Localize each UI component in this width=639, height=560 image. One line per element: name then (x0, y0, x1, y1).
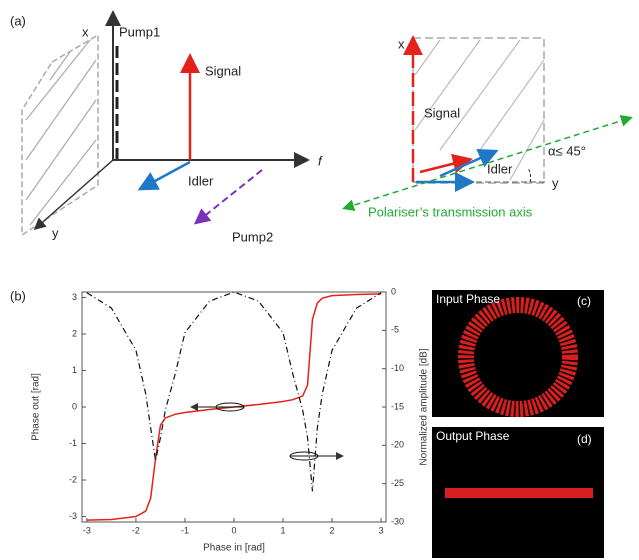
y2-tick-label: 0 (391, 286, 396, 296)
y2-tick-label: -20 (391, 440, 404, 450)
panel-title: Output Phase (436, 429, 510, 443)
panel-label: (b) (10, 288, 26, 303)
label: Pump1 (119, 24, 160, 39)
label: Idler (487, 161, 513, 176)
axis-label: f (318, 153, 323, 168)
panel-c: Input Phase (c) (432, 290, 604, 417)
x-axis-label: Phase in [rad] (203, 543, 265, 554)
diagram-right: x Signal Idler α≤ 45° y Polariser’s tran… (342, 35, 633, 219)
y-tick-label: 0 (72, 401, 77, 411)
x-tick-label: -1 (181, 525, 189, 535)
y2-tick-label: -30 (391, 516, 404, 526)
panel-d: Output Phase (d) (432, 427, 604, 558)
axis-label: y (552, 175, 559, 190)
y-tick-label: -3 (69, 511, 77, 521)
x-tick-label: 1 (281, 525, 286, 535)
angle-label: α≤ 45° (548, 143, 586, 158)
y-tick-label: 1 (72, 365, 77, 375)
y2-tick-label: -10 (391, 363, 404, 373)
axis-label: x (398, 36, 405, 51)
label: Idler (188, 173, 214, 188)
y2-tick-label: -15 (391, 401, 404, 411)
chart: -3 -2 -1 0 1 2 3-3-2-101230-5-10-15-20-25-30Ph… (31, 286, 430, 553)
panel-title: Input Phase (436, 292, 500, 306)
axis-label: y (52, 225, 59, 240)
panel-label: (c) (577, 294, 591, 308)
x-tick-label: -2 (132, 525, 140, 535)
y-tick-label: 3 (72, 292, 77, 302)
panel-label: (d) (577, 432, 592, 446)
x-tick-label: -3 (83, 525, 91, 535)
y2-tick-label: -5 (391, 325, 399, 335)
y-axis-label: Phase out [rad] (31, 373, 42, 441)
x-tick-label: 2 (330, 525, 335, 535)
y-tick-label: 2 (72, 328, 77, 338)
x-tick-label: 3 (379, 525, 384, 535)
y2-axis-label: Normalized amplitude [dB] (419, 348, 430, 465)
label: Pump2 (232, 229, 273, 244)
axis-label: x (82, 24, 89, 39)
y-tick-label: -2 (69, 474, 77, 484)
x-tick-label: 0 (231, 525, 236, 535)
label: Signal (205, 63, 241, 78)
y-tick-label: -1 (69, 438, 77, 448)
label: Polariser’s transmission axis (368, 204, 533, 219)
panel-label: (a) (10, 13, 26, 28)
series-line (86, 291, 382, 492)
diagram-left: (a) x Pump1 Signal Idler f y Pump2 (10, 10, 323, 244)
y2-tick-label: -25 (391, 478, 404, 488)
label: Signal (424, 105, 460, 120)
